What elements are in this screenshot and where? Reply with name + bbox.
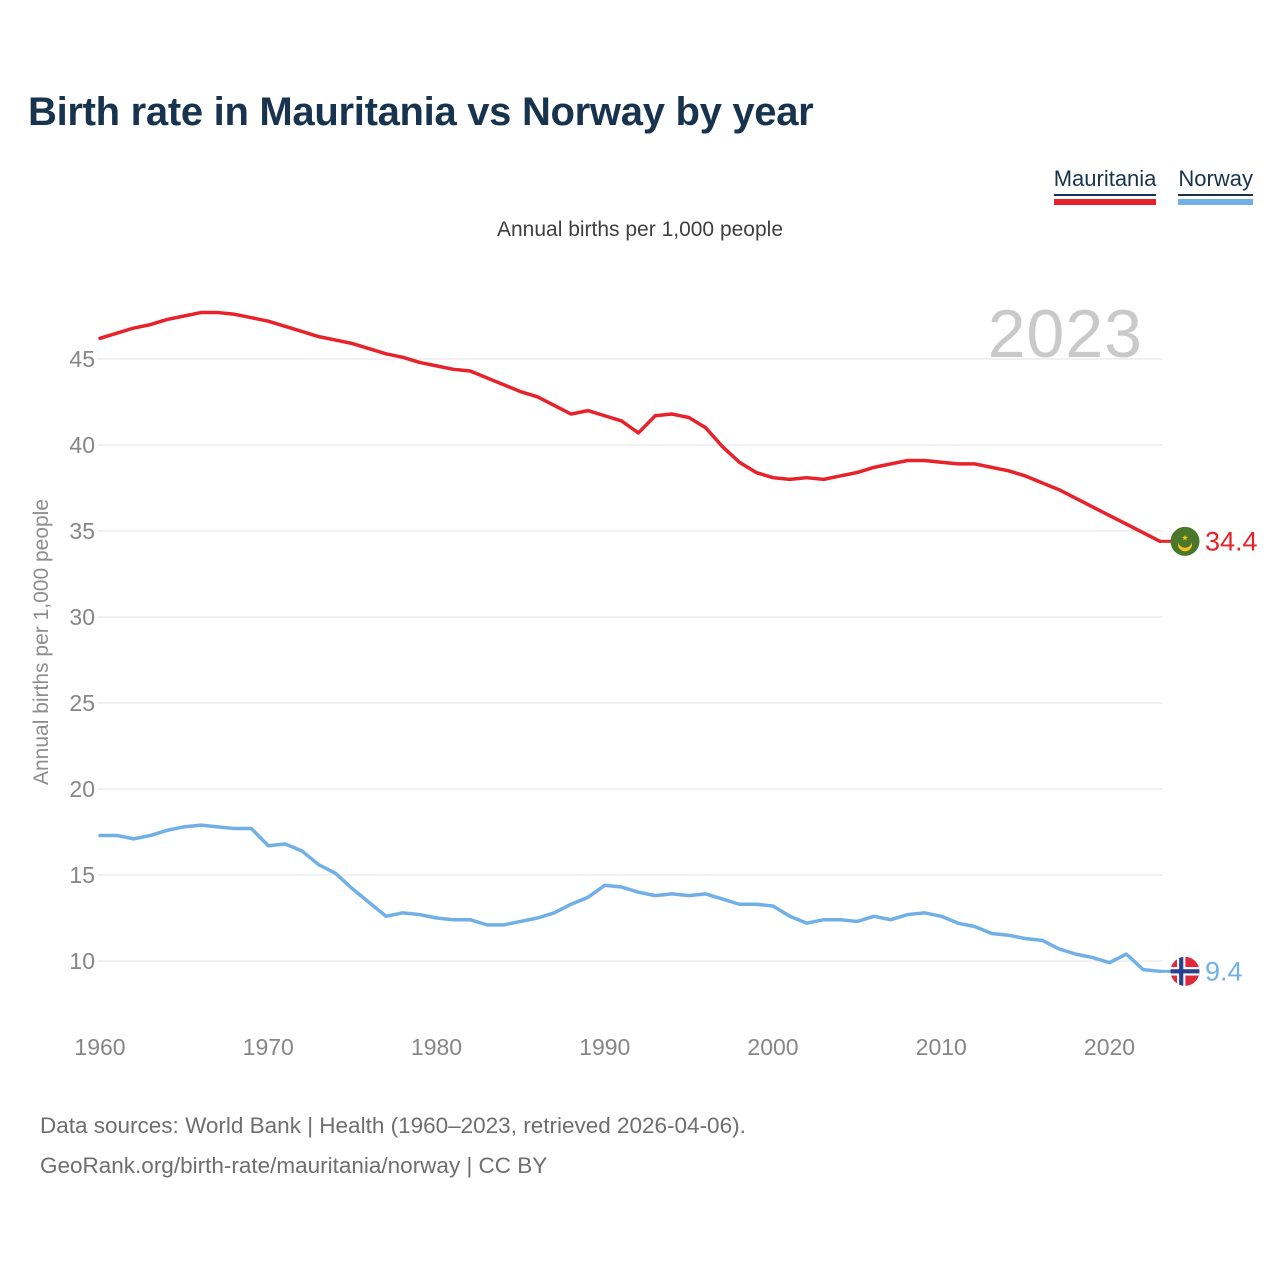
legend-label-mauritania: Mauritania <box>1053 166 1157 196</box>
legend-label-norway: Norway <box>1178 166 1253 196</box>
series-line-norway <box>98 823 1162 974</box>
y-tick-label-35: 35 <box>69 518 95 544</box>
legend-item-mauritania: Mauritania <box>1053 166 1157 205</box>
footer-attribution: GeoRank.org/birth-rate/mauritania/norway… <box>40 1153 548 1178</box>
year-watermark: 2023 <box>988 296 1143 372</box>
x-tick-label-1960: 1960 <box>74 1034 125 1060</box>
y-tick-label-25: 25 <box>69 690 95 716</box>
x-tick-label-2010: 2010 <box>916 1034 967 1060</box>
x-tick-label-1990: 1990 <box>579 1034 630 1060</box>
footer: Data sources: World Bank | Health (1960–… <box>40 1106 746 1186</box>
end-value-label-norway: 9.4 <box>1205 956 1243 986</box>
x-tick-label-1970: 1970 <box>243 1034 294 1060</box>
y-tick-label-30: 30 <box>69 604 95 630</box>
y-tick-label-20: 20 <box>69 776 95 802</box>
legend-color-bar-mauritania <box>1053 199 1157 205</box>
page-title: Birth rate in Mauritania vs Norway by ye… <box>28 90 814 134</box>
chart-subtitle: Annual births per 1,000 people <box>496 218 784 241</box>
legend-item-norway: Norway <box>1178 166 1253 205</box>
y-tick-label-40: 40 <box>69 432 95 458</box>
x-tick-label-2020: 2020 <box>1084 1034 1135 1060</box>
x-tick-label-1980: 1980 <box>411 1034 462 1060</box>
y-tick-label-45: 45 <box>69 346 95 372</box>
y-tick-label-10: 10 <box>69 948 95 974</box>
mauritania-flag-icon <box>1170 526 1200 556</box>
series-line-mauritania <box>98 310 1162 544</box>
series-lines-group <box>98 310 1162 974</box>
end-value-label-mauritania: 34.4 <box>1205 526 1258 556</box>
x-tick-label-2000: 2000 <box>747 1034 798 1060</box>
y-tick-label-15: 15 <box>69 862 95 888</box>
legend-color-bar-norway <box>1178 199 1253 205</box>
y-axis-title: Annual births per 1,000 people <box>30 498 53 786</box>
axis-tick-labels-group: 45 40 35 30 25 20 15 10 1960 1970 1980 1990 2000 2010… <box>69 346 1135 1060</box>
gridlines-group <box>97 358 1163 962</box>
legend: Mauritania Norway <box>1053 166 1253 205</box>
footer-data-sources: Data sources: World Bank | Health (1960–… <box>40 1113 746 1138</box>
end-markers-group: 34.4 9.4 <box>1159 526 1258 986</box>
norway-flag-icon <box>1170 956 1200 986</box>
